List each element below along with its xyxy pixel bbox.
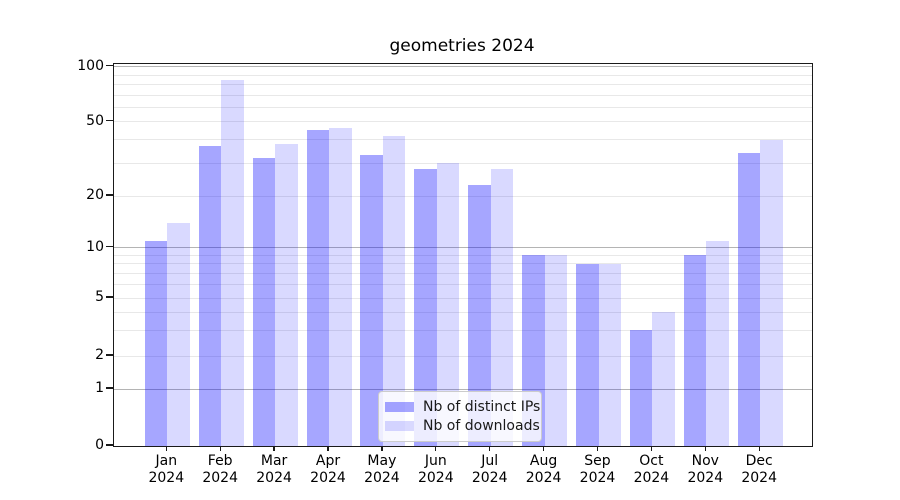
y-tick-mark: [106, 194, 113, 196]
bar-distinct-ips: [198, 146, 222, 446]
x-tick-label: Dec 2024: [741, 453, 777, 486]
gridline-minor: [114, 83, 812, 85]
gridline-minor: [114, 121, 812, 123]
bar-distinct-ips: [737, 152, 761, 446]
y-tick-mark: [106, 65, 113, 67]
x-tick-label: Jul 2024: [471, 453, 508, 486]
gridline-minor: [114, 94, 812, 96]
legend: Nb of distinct IPs Nb of downloads: [378, 391, 542, 442]
bar-downloads: [436, 163, 460, 446]
bar-downloads: [167, 222, 190, 446]
gridline-major: [114, 247, 812, 249]
x-tick-label: May 2024: [364, 453, 400, 486]
gridline-minor: [114, 355, 812, 357]
legend-item-downloads: Nb of downloads: [385, 416, 540, 435]
bar-downloads: [760, 139, 783, 446]
y-tick-mark: [106, 296, 113, 298]
legend-item-distinct-ips: Nb of distinct IPs: [385, 397, 540, 416]
gridline-minor: [114, 74, 812, 76]
gridline-minor: [114, 106, 812, 108]
x-tick-mark: [273, 446, 275, 451]
x-tick-mark: [542, 446, 545, 451]
bar-distinct-ips: [629, 330, 653, 446]
gridline-minor: [114, 284, 812, 286]
x-tick-label: Sep 2024: [579, 453, 616, 486]
x-tick-label: Aug 2024: [525, 453, 562, 486]
y-tick-mark: [106, 246, 113, 248]
y-tick-label: 5: [95, 289, 104, 305]
gridline-minor: [114, 139, 812, 141]
x-tick-label: Jun 2024: [417, 453, 454, 486]
x-tick-mark: [327, 446, 329, 451]
x-tick-mark: [704, 446, 706, 451]
gridline-minor: [114, 254, 812, 256]
x-tick-mark: [381, 446, 383, 451]
bar-downloads: [275, 143, 298, 446]
x-tick-mark: [596, 446, 599, 451]
y-tick-label: 20: [86, 187, 104, 203]
y-tick-label: 100: [77, 57, 104, 74]
legend-label-distinct-ips: Nb of distinct IPs: [423, 398, 541, 415]
y-tick-mark: [106, 120, 113, 122]
y-tick-mark: [106, 444, 113, 446]
bar-distinct-ips: [414, 168, 437, 446]
x-tick-mark: [165, 446, 167, 451]
bar-downloads: [382, 135, 406, 446]
y-tick-mark: [106, 387, 113, 389]
gridline-minor: [114, 195, 812, 197]
gridline-minor: [114, 273, 812, 275]
x-tick-mark: [489, 446, 491, 451]
bar-downloads: [652, 312, 675, 446]
chart-title: geometries 2024: [389, 36, 535, 56]
bar-downloads: [221, 79, 244, 446]
x-tick-mark: [435, 446, 437, 451]
bar-downloads: [598, 263, 621, 446]
legend-swatch-downloads: [385, 420, 414, 431]
gridline-major: [114, 388, 812, 390]
bar-downloads: [490, 168, 514, 446]
bar-downloads: [544, 255, 568, 446]
plot-area: Nb of distinct IPs Nb of downloads: [113, 63, 813, 447]
gridline-minor: [114, 162, 812, 164]
bar-distinct-ips: [144, 240, 168, 446]
bar-downloads: [329, 128, 352, 446]
x-tick-label: Mar 2024: [256, 453, 292, 486]
gridline-major: [114, 66, 812, 68]
gridline-minor: [114, 311, 812, 313]
bar-distinct-ips: [468, 184, 491, 446]
legend-swatch-distinct-ips: [385, 401, 414, 412]
x-tick-label: Feb 2024: [202, 453, 238, 486]
bar-distinct-ips: [576, 263, 599, 446]
legend-label-downloads: Nb of downloads: [423, 417, 540, 434]
bar-distinct-ips: [360, 155, 383, 446]
bar-distinct-ips: [252, 157, 276, 446]
x-tick-label: Oct 2024: [633, 453, 670, 486]
gridline-minor: [114, 329, 812, 331]
gridline-minor: [114, 263, 812, 265]
y-tick-label: 2: [95, 347, 104, 363]
bar-downloads: [706, 240, 729, 446]
y-tick-mark: [106, 354, 113, 356]
x-tick-mark: [219, 446, 221, 451]
y-tick-label: 50: [86, 112, 104, 129]
x-tick-label: Nov 2024: [687, 453, 724, 486]
x-tick-mark: [758, 446, 760, 451]
bar-distinct-ips: [306, 130, 329, 446]
x-tick-mark: [650, 446, 653, 451]
y-tick-label: 1: [95, 380, 104, 396]
bar-distinct-ips: [683, 255, 707, 446]
gridline-minor: [114, 297, 812, 299]
x-tick-label: Jan 2024: [148, 453, 185, 486]
x-tick-label: Apr 2024: [310, 453, 346, 486]
y-tick-label: 0: [95, 437, 104, 453]
y-tick-label: 10: [86, 238, 104, 255]
